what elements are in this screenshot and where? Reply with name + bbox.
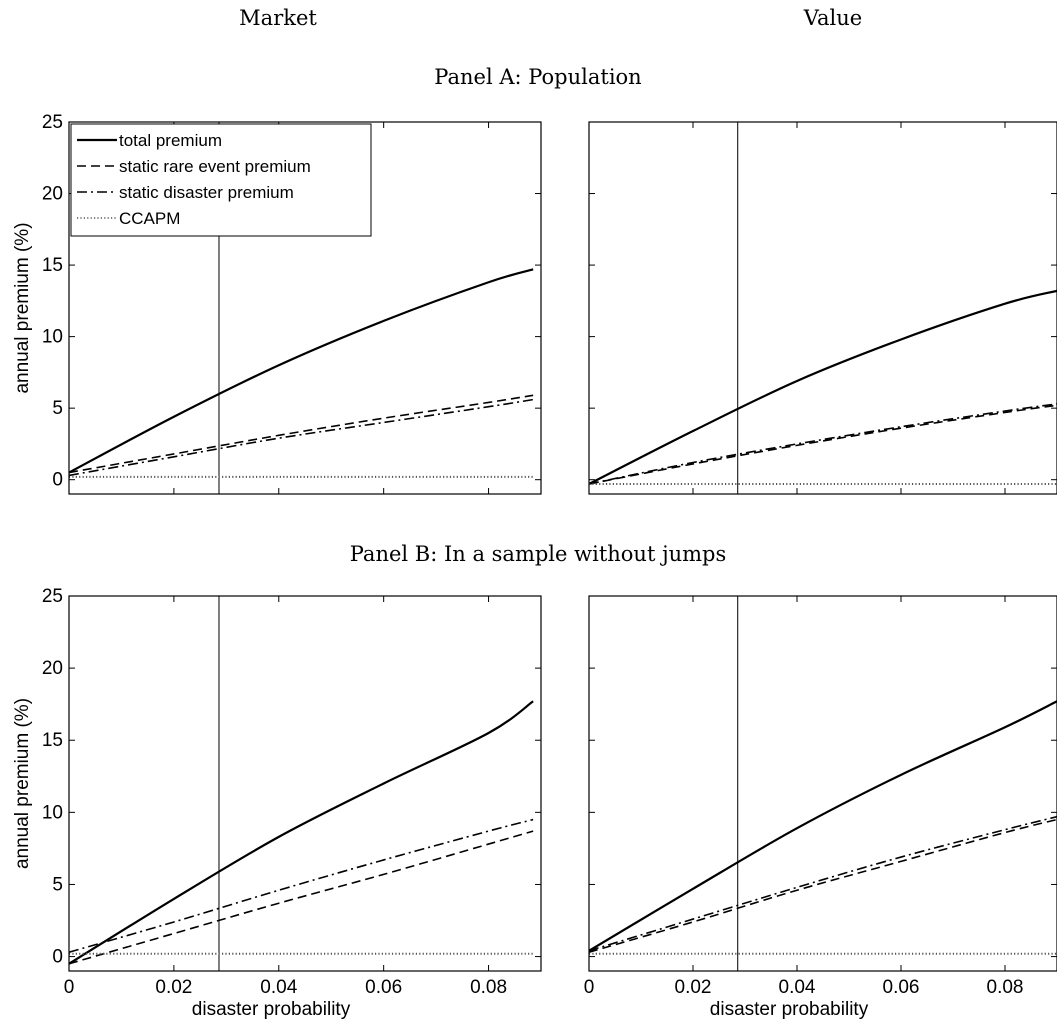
x-axis-label: disaster probability [192,999,351,1020]
chart-B-value: 0 0.02 0.04 0.06 0.08 disaster probability [584,595,1057,1020]
y-tick-label: 25 [42,112,63,133]
y-axis-label: annual premium (%) [12,222,33,393]
chart-A-value [588,121,1057,495]
y-tick-label: 5 [52,874,63,895]
y-tick-label: 15 [42,255,63,276]
column-title-market: Market [239,6,317,30]
legend-label: static rare event premium [119,157,311,176]
y-tick-label: 10 [42,327,63,348]
series-line-dashdot [69,818,534,954]
legend-label: total premium [119,131,222,150]
x-tick-label: 0.04 [779,977,816,998]
series-line-dashdot [69,398,534,477]
x-tick-label: 0.02 [155,977,192,998]
x-tick-label: 0 [584,977,595,998]
y-tick-label: 10 [42,802,63,823]
series-line-solid [589,289,1057,485]
series-line-dashed [589,404,1057,485]
x-axis-label: disaster probability [710,999,869,1020]
series-line-solid [589,700,1057,952]
y-axis-label: annual premium (%) [12,698,33,869]
series-line-dashed [69,830,534,965]
x-tick-label: 0.08 [987,977,1024,998]
column-title-value: Value [803,6,862,30]
axes-box [68,121,542,495]
x-tick-label: 0.04 [260,977,297,998]
x-tick-label: 0.02 [675,977,712,998]
x-tick-label: 0 [64,977,75,998]
series-line-dashed [589,818,1057,954]
legend-box [70,123,372,237]
y-tick-label: 15 [42,730,63,751]
y-tick-label: 20 [42,658,63,679]
y-tick-label: 25 [42,586,63,607]
y-tick-label: 20 [42,184,63,205]
legend-label: static disaster premium [119,183,294,202]
x-tick-label: 0.06 [365,977,402,998]
chart-A-market: 0 5 10 15 20 25 annual premium (%) total premiu… [12,112,542,495]
chart-B-market: 0 0.02 0.04 0.06 0.08 0 5 10 15 20 25 disaster prob… [12,586,542,1020]
legend: total premium static rare event premium st… [70,123,372,237]
series-line-dashdot [589,403,1057,485]
x-tick-label: 0.06 [883,977,920,998]
legend-label: CCAPM [119,209,180,228]
series-line-solid [69,700,534,965]
axes-box [68,595,542,972]
axes-box [588,595,1057,972]
series-group [589,700,1057,955]
y-tick-label: 0 [52,947,63,968]
series-group [69,268,534,478]
panel-a-title: Panel A: Population [434,65,641,89]
series-group [69,700,534,965]
series-line-dashed [69,394,534,474]
plots: 0 5 10 15 20 25 annual premium (%) total premiu… [12,112,1057,1020]
x-tick-label: 0.08 [470,977,507,998]
y-tick-label: 5 [52,398,63,419]
series-group [589,289,1057,485]
axes-box [588,121,1057,495]
panel-b-title: Panel B: In a sample without jumps [350,542,727,566]
y-tick-label: 0 [52,470,63,491]
series-line-solid [69,268,534,474]
